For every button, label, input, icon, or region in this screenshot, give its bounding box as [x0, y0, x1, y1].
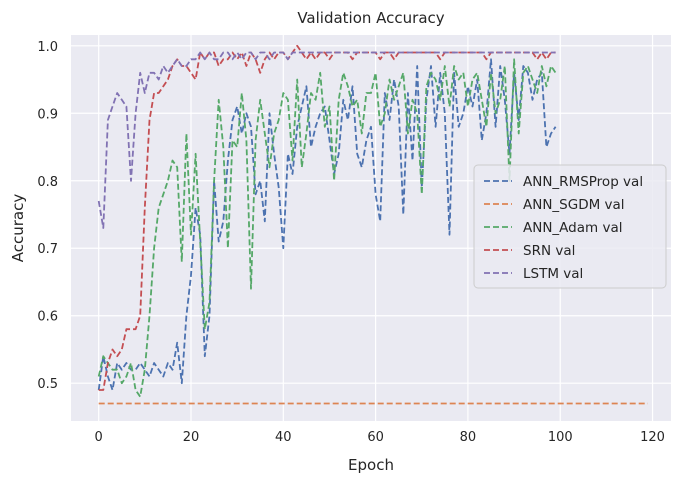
y-tick-label: 0.5	[37, 377, 58, 392]
series-line-ann-rmsprop-val	[97, 58, 557, 391]
legend-label-ann-rmsprop-val: ANN_RMSProp val	[523, 174, 643, 190]
series-layer	[97, 44, 648, 405]
series-line-lstm-val	[97, 51, 556, 229]
x-tick-labels: 0 20 40 60 80 100 120	[95, 430, 665, 445]
y-tick-label: 0.7	[37, 242, 58, 257]
y-tick-label: 0.6	[37, 310, 58, 325]
y-tick-label: 0.9	[37, 107, 58, 122]
x-tick-label: 80	[460, 430, 477, 445]
x-tick-label: 60	[367, 430, 384, 445]
x-tick-label: 120	[640, 430, 665, 445]
x-axis-label: Epoch	[348, 456, 394, 474]
legend-label-ann-adam-val: ANN_Adam val	[523, 220, 622, 236]
legend: ANN_RMSProp val ANN_SGDM val ANN_Adam val S…	[473, 164, 667, 289]
series-line-ann-adam-val	[97, 58, 557, 398]
y-tick-labels: 0.5 0.6 0.7 0.8 0.9 1.0	[37, 40, 58, 392]
legend-box	[473, 164, 667, 289]
x-tick-label: 100	[548, 430, 573, 445]
chart-title: Validation Accuracy	[297, 9, 444, 27]
legend-label-lstm-val: LSTM val	[523, 266, 583, 282]
legend-label-srn-val: SRN val	[523, 243, 575, 259]
x-tick-label: 0	[95, 430, 103, 445]
x-tick-label: 20	[183, 430, 200, 445]
y-tick-label: 0.8	[37, 175, 58, 190]
y-axis-label: Accuracy	[9, 194, 27, 263]
legend-label-ann-sgdm-val: ANN_SGDM val	[523, 197, 625, 213]
y-tick-label: 1.0	[37, 40, 58, 55]
x-tick-label: 40	[275, 430, 292, 445]
